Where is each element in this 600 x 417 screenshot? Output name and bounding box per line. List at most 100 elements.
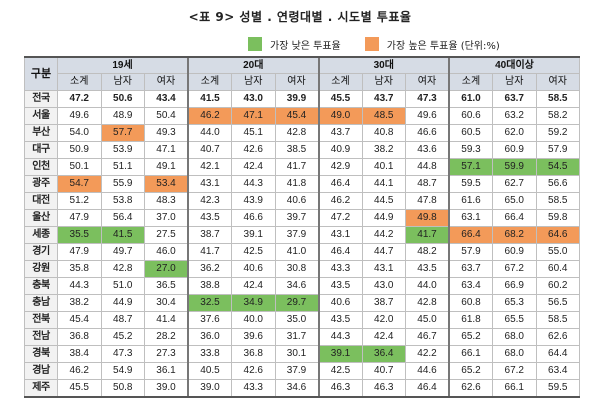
value-cell: 46.2 [317,192,363,210]
value-cell: 47.3 [100,345,145,363]
value-cell: 42.0 [361,311,406,329]
region-cell: 대전 [24,192,58,210]
value-cell: 60.2 [535,277,580,295]
turnout-table: 구분 19세 20대 30대 40대이상 소계 남자 여자 소계 남자 여자 소계 남자 여자 소… [24,56,580,398]
table-row: 충북 44.3 51.0 36.5 38.8 42.4 34.6 43.5 43.0 44.0 63… [24,277,580,295]
value-cell: 41.5 [100,226,145,244]
value-cell: 41.0 [274,243,319,261]
value-cell: 43.6 [405,141,450,159]
value-cell: 39.0 [187,379,232,398]
value-cell: 28.2 [144,328,189,346]
value-cell: 27.3 [144,345,189,363]
value-cell: 49.7 [100,243,145,261]
sub-header: 여자 [274,73,319,91]
value-cell: 44.9 [361,209,406,227]
value-cell: 59.2 [535,124,580,142]
value-cell: 42.1 [187,158,232,176]
table-title: <표 9> 성별 . 연령대별 . 시도별 투표율 [188,10,412,24]
value-cell: 55.9 [100,175,145,193]
value-cell: 59.5 [535,379,580,398]
region-header: 구분 [24,56,58,91]
value-cell: 41.7 [187,243,232,261]
region-cell: 울산 [24,209,58,227]
value-cell: 46.4 [317,175,363,193]
legend-high-swatch [364,37,379,51]
region-cell: 경북 [24,345,58,363]
value-cell: 36.1 [144,362,189,380]
region-cell: 강원 [24,260,58,278]
value-cell: 40.0 [231,311,276,329]
value-cell: 48.2 [405,243,450,261]
value-cell: 43.3 [317,260,363,278]
sub-header: 소계 [57,73,102,91]
value-cell: 38.2 [361,141,406,159]
sub-header: 소계 [187,73,232,91]
region-cell: 충북 [24,277,58,295]
value-cell: 43.3 [231,379,276,398]
table-row: 경기 47.9 49.7 46.0 41.7 42.5 41.0 46.4 44.7 48.2 57… [24,243,580,261]
group-header-40plus: 40대이상 [448,56,580,74]
value-cell: 42.4 [361,328,406,346]
region-cell: 대구 [24,141,58,159]
value-cell: 40.6 [274,192,319,210]
value-cell: 46.6 [231,209,276,227]
value-cell: 66.9 [492,277,537,295]
group-header-20s: 20대 [187,56,319,74]
value-cell: 44.5 [361,192,406,210]
value-cell: 43.1 [361,260,406,278]
value-cell: 58.2 [535,107,580,125]
table-row: 울산 47.9 56.4 37.0 43.5 46.6 39.7 47.2 44.9 49.8 63… [24,209,580,227]
table-row: 대전 51.2 53.8 48.3 42.3 43.9 40.6 46.2 44.5 47.8 61… [24,192,580,210]
value-cell: 43.0 [231,90,276,108]
value-cell: 59.5 [448,175,493,193]
legend-low-label: 가장 낮은 투표율 [270,40,341,52]
value-cell: 46.4 [405,379,450,398]
value-cell: 43.5 [317,311,363,329]
region-cell: 전북 [24,311,58,329]
sub-header: 여자 [535,73,580,91]
value-cell: 68.2 [492,226,537,244]
sub-header: 여자 [405,73,450,91]
value-cell: 46.2 [57,362,102,380]
value-cell: 45.2 [100,328,145,346]
value-cell: 38.7 [187,226,232,244]
value-cell: 46.7 [405,328,450,346]
value-cell: 60.6 [448,107,493,125]
value-cell: 39.1 [317,345,363,363]
value-cell: 46.3 [361,379,406,398]
value-cell: 57.7 [100,124,145,142]
value-cell: 39.9 [274,90,319,108]
value-cell: 42.2 [405,345,450,363]
table-row: 부산 54.0 57.7 49.3 44.0 45.1 42.8 43.7 40.8 46.6 60… [24,124,580,142]
value-cell: 43.7 [317,124,363,142]
value-cell: 35.8 [57,260,102,278]
value-cell: 47.8 [405,192,450,210]
value-cell: 60.4 [535,260,580,278]
value-cell: 57.9 [535,141,580,159]
value-cell: 38.2 [57,294,102,312]
region-cell: 부산 [24,124,58,142]
value-cell: 37.0 [144,209,189,227]
value-cell: 43.1 [187,175,232,193]
value-cell: 41.8 [274,175,319,193]
table-row: 인천 50.1 51.1 49.1 42.1 42.4 41.7 42.9 40.1 44.8 57… [24,158,580,176]
value-cell: 49.6 [57,107,102,125]
value-cell: 57.1 [448,158,493,176]
value-cell: 40.5 [187,362,232,380]
value-cell: 36.4 [361,345,406,363]
region-cell: 전남 [24,328,58,346]
value-cell: 65.0 [492,192,537,210]
value-cell: 43.4 [144,90,189,108]
value-cell: 45.5 [57,379,102,398]
value-cell: 49.8 [405,209,450,227]
value-cell: 63.7 [492,90,537,108]
value-cell: 56.6 [535,175,580,193]
table-row: 전국 47.2 50.6 43.4 41.5 43.0 39.9 45.5 43.7 47.3 61… [24,90,580,108]
value-cell: 46.6 [405,124,450,142]
value-cell: 40.7 [361,362,406,380]
value-cell: 36.8 [231,345,276,363]
value-cell: 48.9 [100,107,145,125]
value-cell: 58.5 [535,192,580,210]
value-cell: 65.3 [492,294,537,312]
value-cell: 41.5 [187,90,232,108]
